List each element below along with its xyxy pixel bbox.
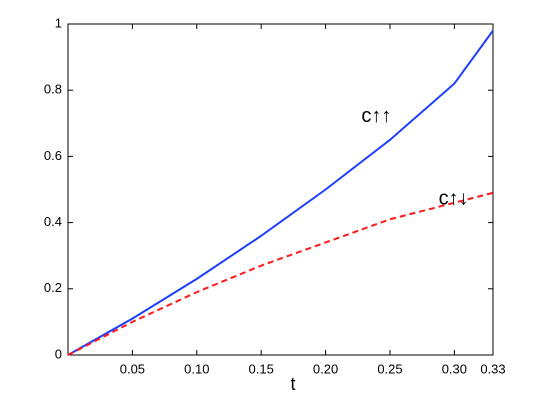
x-axis-label: t: [290, 374, 295, 394]
x-tick-label: 0.20: [313, 361, 338, 376]
x-tick-label: 0.30: [442, 361, 467, 376]
y-tick-label: 0.6: [44, 148, 62, 163]
y-tick-label: 0.4: [44, 214, 62, 229]
x-tick-label: 0.25: [377, 361, 402, 376]
y-tick-label: 0.2: [44, 280, 62, 295]
y-tick-label: 0.8: [44, 82, 62, 97]
x-tick-label: 0.05: [120, 361, 145, 376]
x-tick-label: 0.15: [249, 361, 274, 376]
data-line: [67, 30, 494, 356]
data-line: [67, 191, 494, 356]
y-tick-label: 0: [55, 346, 62, 361]
plot-frame: [67, 23, 494, 356]
x-tick-label: 0.10: [184, 361, 209, 376]
x-tick-label: 0.33: [480, 361, 505, 376]
y-tick-label: 1: [55, 15, 62, 30]
series-label: c↑↑: [361, 105, 391, 127]
series-label: c↑↓: [439, 188, 469, 210]
